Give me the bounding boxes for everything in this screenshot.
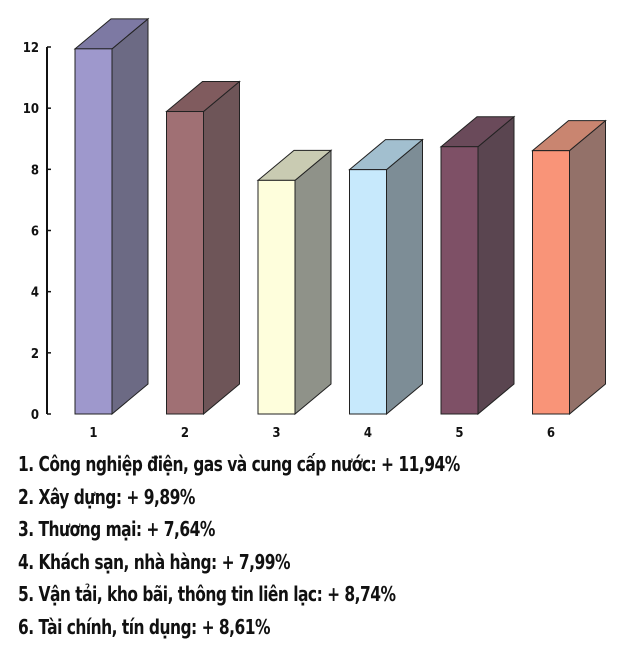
x-axis-labels: 1 2 3 4 5 6: [89, 426, 555, 441]
y-tick-label: 0: [31, 408, 39, 423]
y-axis-ticks: 0 2 4 6 8 10 12: [23, 41, 51, 423]
x-tick-label: 3: [272, 426, 280, 441]
legend-item-5: 5. Vận tải, kho bãi, thông tin liên lạc:…: [18, 582, 396, 606]
bar-front-face: [440, 146, 479, 415]
bar-front-face: [166, 111, 204, 415]
y-tick-label: 10: [23, 102, 39, 117]
bar-6: [531, 119, 607, 416]
bar-front-face: [532, 150, 570, 415]
bar-front-face: [257, 179, 296, 415]
bar-5: [439, 115, 516, 416]
legend-item-6: 6. Tài chính, tín dụng: + 8,61%: [18, 614, 271, 639]
bar-front-face: [74, 48, 113, 415]
legend-item-3: 3. Thương mại: + 7,64%: [18, 517, 215, 541]
y-tick-label: 4: [31, 286, 39, 301]
legend-item-4: 4. Khách sạn, nhà hàng: + 7,99%: [18, 549, 291, 574]
legend-item-2: 2. Xây dựng: + 9,89%: [18, 484, 195, 509]
x-tick-label: 6: [547, 426, 555, 441]
x-tick-label: 2: [181, 426, 189, 441]
bar-side-face: [477, 115, 515, 416]
bar-4: [348, 138, 424, 416]
legend-item-1: 1. Công nghiệp điện, gas và cung cấp nướ…: [18, 452, 460, 476]
bar-2: [165, 80, 241, 416]
legend-list: 1. Công nghiệp điện, gas và cung cấp nướ…: [18, 448, 532, 643]
bar-side-face: [203, 80, 240, 416]
bar-side-face: [294, 149, 332, 416]
y-tick-label: 8: [31, 163, 39, 178]
bar-1: [73, 17, 150, 416]
x-tick-label: 1: [89, 426, 97, 441]
x-tick-label: 5: [455, 426, 463, 441]
x-tick-label: 4: [364, 426, 372, 441]
bar-front-face: [349, 169, 387, 415]
bar-side-face: [569, 119, 606, 416]
bar-3: [256, 149, 333, 416]
bar-side-face: [111, 17, 149, 416]
y-tick-label: 2: [31, 347, 39, 362]
bar-side-face: [386, 138, 423, 416]
y-tick-label: 12: [23, 41, 39, 56]
y-tick-label: 6: [31, 225, 39, 240]
bars: [73, 17, 607, 416]
